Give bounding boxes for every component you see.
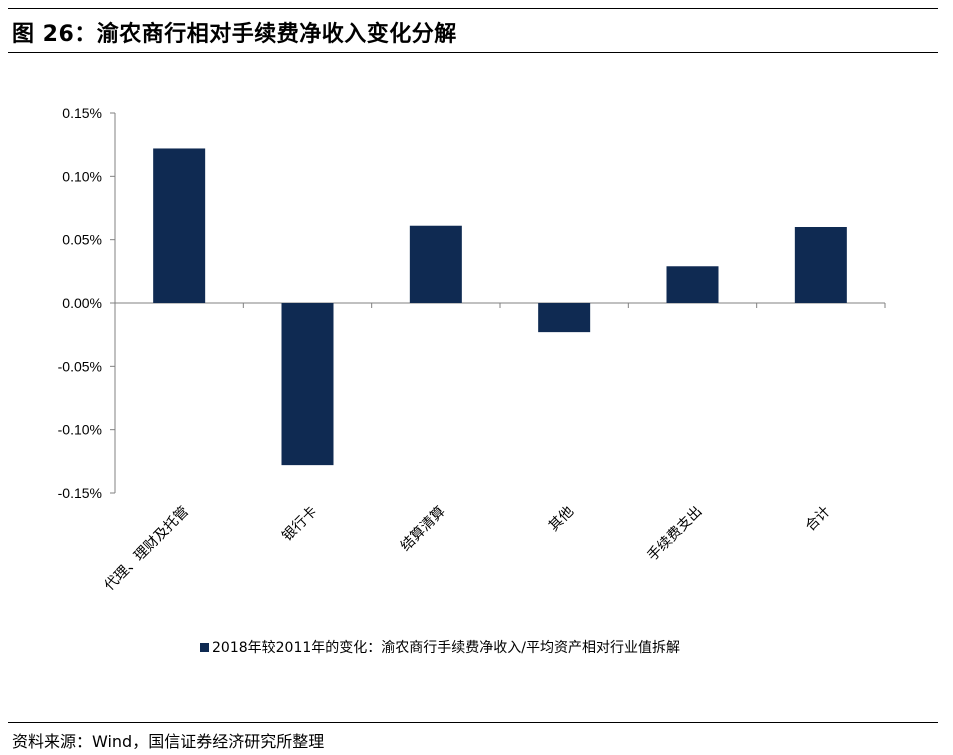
x-category-label: 其他 — [546, 504, 577, 535]
x-category-label: 代理、理财及托管 — [101, 504, 192, 595]
x-category-label: 手续费支出 — [644, 503, 706, 565]
title-rule — [8, 52, 938, 53]
source-note: 资料来源：Wind，国信证券经济研究所整理 — [12, 732, 325, 751]
legend: 2018年较2011年的变化：渝农商行手续费净收入/平均资产相对行业值拆解 — [200, 637, 680, 657]
bar — [538, 303, 591, 333]
bar — [281, 303, 334, 466]
y-tick-label: -0.15% — [58, 485, 102, 501]
x-category-label: 银行卡 — [279, 504, 320, 545]
page-title: 图 26：渝农商行相对手续费净收入变化分解 — [12, 22, 457, 47]
y-tick-label: 0.05% — [62, 232, 102, 248]
bar — [666, 266, 719, 303]
y-tick-label: 0.10% — [62, 168, 102, 184]
bar — [153, 148, 206, 303]
bar — [794, 227, 847, 303]
y-tick-label: 0.15% — [62, 105, 102, 121]
bar — [409, 225, 462, 303]
x-category-label: 合计 — [803, 504, 834, 535]
bar-chart: 0.15% 0.10% 0.05% 0.00% -0.05% -0.10% -0.15% 代理… — [58, 105, 886, 595]
title-bar: 图 26：渝农商行相对手续费净收入变化分解 — [12, 14, 457, 50]
y-tick-label: -0.05% — [58, 358, 102, 374]
legend-label: 2018年较2011年的变化：渝农商行手续费净收入/平均资产相对行业值拆解 — [212, 640, 680, 656]
top-rule — [8, 8, 938, 9]
y-tick-label: -0.10% — [58, 422, 102, 438]
x-category-label: 结算清算 — [398, 504, 449, 555]
y-tick-label: 0.00% — [62, 295, 102, 311]
legend-swatch — [200, 642, 209, 652]
bottom-rule — [8, 722, 938, 723]
